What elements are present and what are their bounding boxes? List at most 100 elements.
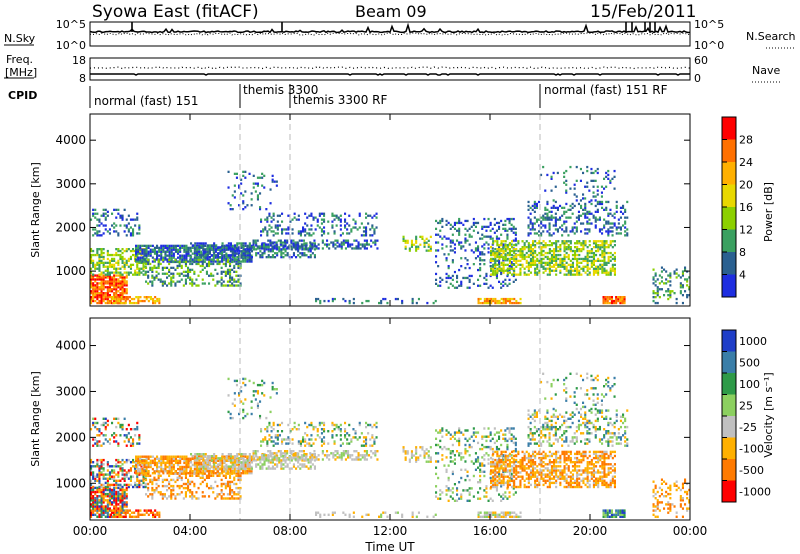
power-cell [90,276,93,279]
power-cell [151,276,154,279]
power-cell [607,220,610,223]
power-cell [164,244,167,247]
power-cell [555,273,558,276]
power-cell [576,249,579,253]
freq-label-line1: Freq. [6,53,33,66]
power-cell [239,284,242,287]
power-cell [102,294,105,297]
power-cell [312,216,315,219]
power-cell [517,249,520,253]
velocity-cell [106,503,109,506]
velocity-cell [139,455,142,458]
velocity-cell [196,467,199,470]
power-cell [145,262,148,266]
power-cell [147,258,150,262]
power-cell [582,242,585,245]
power-cell [248,246,251,249]
velocity-cell [166,497,169,500]
velocity-cell [106,440,109,443]
power-cell [234,250,237,253]
power-cell [369,228,372,231]
power-cell [218,262,221,266]
velocity-cell [282,457,285,460]
power-cell [500,282,503,285]
velocity-cell [111,490,114,494]
velocity-cell [210,474,213,477]
velocity-cell [191,472,194,475]
power-cell [487,286,490,289]
power-cell [337,218,340,221]
velocity-cell [222,497,225,500]
velocity-cell [94,509,97,512]
power-cell [212,260,215,263]
power-cell [590,259,593,262]
power-cell [219,250,222,253]
power-cell [168,262,171,266]
power-cell [278,248,281,251]
power-cell [565,220,568,223]
velocity-cell [223,461,226,464]
power-cell [445,257,448,260]
velocity-cell [242,459,245,462]
velocity-cell [227,453,230,456]
velocity-cell [147,482,150,486]
power-cell [439,221,442,225]
power-cell [490,249,493,253]
power-cell [170,248,173,251]
power-ylabel: Slant Range [km] [29,162,42,258]
power-cell [477,231,480,234]
power-cell [512,217,515,221]
power-cell [515,255,518,259]
power-cell [232,248,235,251]
power-cell [565,242,568,245]
power-cell [534,240,537,243]
power-cell [489,223,492,226]
power-cell [485,301,488,305]
power-cell [603,253,606,257]
power-cell [252,241,255,244]
power-cell [106,261,109,264]
velocity-cell [235,474,238,477]
velocity-cell [172,457,175,460]
power-cell [291,232,294,235]
power-cell [548,249,551,253]
power-cell [92,249,95,253]
power-cell [582,248,585,251]
power-cell [90,267,93,270]
velocity-cell [104,421,107,425]
velocity-cell [153,472,156,475]
power-cell [496,251,499,255]
power-cell [273,241,276,244]
power-cell [605,251,608,255]
power-cell [235,252,238,255]
power-cell [344,220,347,223]
power-cell [506,274,509,278]
velocity-cell [149,461,152,465]
power-cell [92,288,95,291]
power-cell [106,280,109,283]
power-cell [411,297,414,301]
power-cell [602,296,605,299]
velocity-cell [98,481,101,485]
power-cell [494,265,497,268]
power-cell [340,245,343,248]
power-cell [326,243,329,246]
power-cell [588,189,591,192]
velocity-cell [238,465,241,468]
power-cell [508,249,511,253]
power-cell [458,221,461,225]
velocity-cell [204,470,207,473]
velocity-cell [174,461,177,465]
power-cell [202,254,205,257]
power-cell [211,254,214,257]
power-cell [123,282,126,285]
power-cell [621,299,624,303]
power-cell [170,282,173,285]
velocity-cell [155,482,158,486]
velocity-cell [263,458,266,461]
power-cell [492,251,495,255]
power-cell [606,301,609,305]
velocity-cell [113,488,116,492]
power-cell [172,244,175,247]
power-cell [119,249,122,253]
